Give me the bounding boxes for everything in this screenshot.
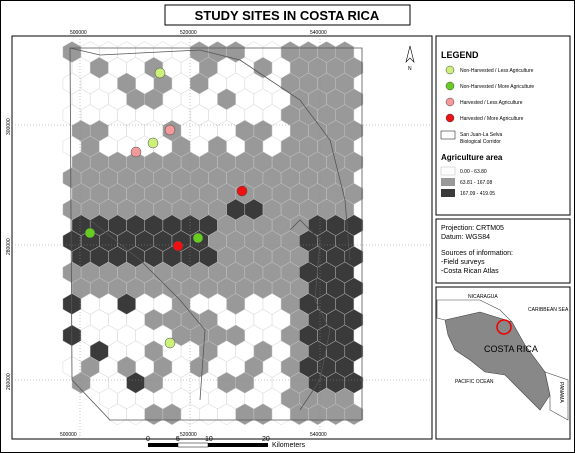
inset-label: PACIFIC OCEAN [455,379,494,385]
site-points [84,67,248,349]
graticule [12,36,432,439]
north-label: N [408,66,412,72]
site [154,67,166,79]
site [164,124,176,136]
scale-unit: Kilometers [272,442,306,449]
inset-label: NICARAGUA [468,294,498,300]
legend-item: Non-Harvested / Less Agriculture [460,68,534,74]
hex-grid [62,41,364,426]
info-line: Datum: WGS84 [441,234,490,241]
info-line: -Field surveys [441,259,485,266]
coord-label: 540000 [310,432,327,438]
coord-label: 260000 [6,373,12,390]
info-line: Sources of information: [441,250,513,257]
coord-label: 500000 [70,30,87,36]
inset-label: CARIBBEAN SEA [528,307,569,313]
corridor-boundary [69,47,351,261]
legend-subtitle: Agriculture area [441,153,503,162]
legend-item: 167.09 - 419.05 [460,191,495,197]
legend-swatch [445,97,455,107]
site [236,185,248,197]
legend-swatch [445,65,455,75]
inset-label: COSTA RICA [484,344,538,354]
info-line: -Costa Rican Atlas [441,268,499,275]
coord-label: 540000 [310,30,327,36]
legend-swatch [440,130,456,140]
site [84,227,96,239]
coord-label: 520000 [180,30,197,36]
inset-panama [544,371,569,421]
site [164,337,176,349]
info-line: Projection: CRTM05 [441,225,504,232]
legend-title: LEGEND [441,50,479,60]
site [130,146,142,158]
title: STUDY SITES IN COSTA RICA [195,8,380,23]
inset-label: PANAMA [558,382,564,403]
river [289,219,331,411]
info-box [435,218,571,284]
coord-label: 280000 [6,238,12,255]
legend-item: Harvested / More Agriculture [460,116,524,122]
legend-item: Non-Harvested / More Agriculture [460,84,534,90]
study-boundary [69,47,363,421]
site [192,232,204,244]
scale-bar: 0 5 10 20 Kilometers [146,436,306,449]
coord-label: 520000 [180,432,197,438]
legend-box [435,35,571,216]
scale-label: 10 [205,436,213,443]
title-box [164,4,411,26]
scale-label: 20 [262,436,270,443]
coord-label: 500000 [60,432,77,438]
scale-label: 0 [146,436,150,443]
site [172,240,184,252]
site [147,137,159,149]
north-arrow [405,45,415,63]
scale-label: 5 [176,436,180,443]
legend-item: San Juan-La Selva [460,132,502,138]
boundaries [69,47,363,421]
legend-swatch [445,81,455,91]
legend-swatch [441,178,455,186]
legend-swatch [440,166,456,176]
legend-item: 63.81 - 167.08 [460,180,492,186]
legend-swatch [441,189,455,197]
legend-item: Biological Corridor [460,139,501,145]
legend-swatch [445,113,455,123]
river [89,219,206,401]
legend-item: 0.00 - 63.80 [460,169,487,175]
inset-locator [496,319,512,335]
coord-label: 300000 [6,118,12,135]
legend-item: Harvested / Less Agriculture [460,100,523,106]
hex-cell [344,403,364,426]
inset-nicaragua [436,299,513,323]
